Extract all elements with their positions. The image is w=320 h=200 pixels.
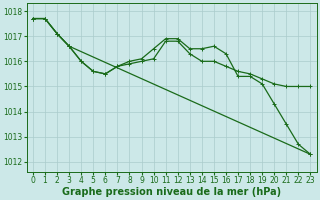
X-axis label: Graphe pression niveau de la mer (hPa): Graphe pression niveau de la mer (hPa) <box>62 187 281 197</box>
